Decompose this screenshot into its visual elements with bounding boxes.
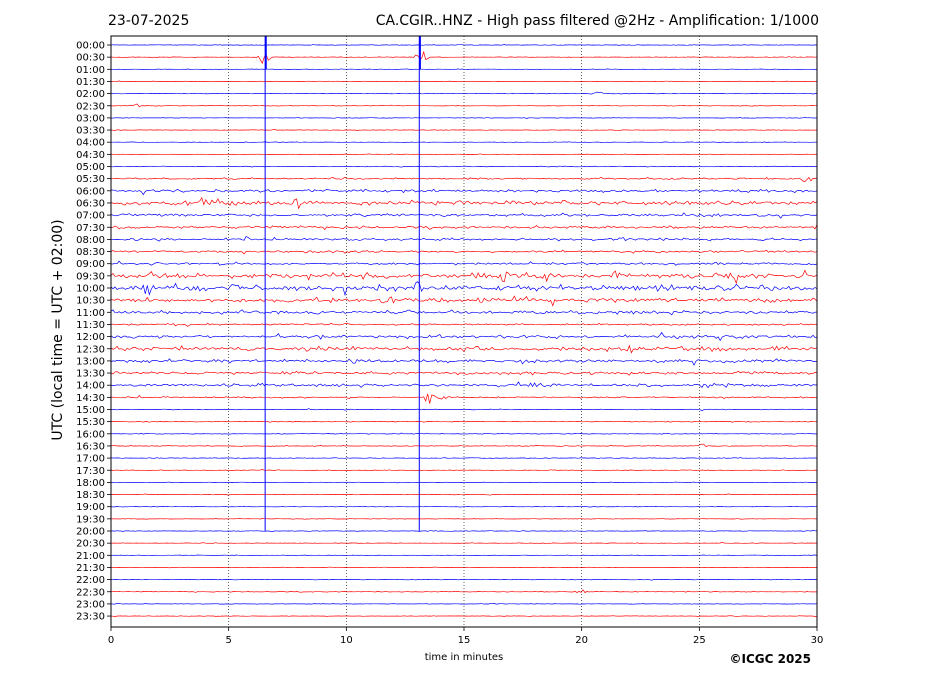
y-tick-label: 22:30 [76, 587, 105, 598]
y-tick-label: 04:00 [76, 138, 105, 149]
y-tick-label: 20:30 [76, 539, 105, 550]
chart-title: CA.CGIR..HNZ - High pass filtered @2Hz -… [376, 13, 819, 29]
trace-row-1700 [111, 457, 817, 459]
chart-date: 23-07-2025 [108, 13, 189, 29]
trace-row-0600 [111, 188, 817, 196]
trace-row-1830 [111, 493, 817, 496]
y-tick-label: 09:00 [76, 259, 105, 270]
trace-row-2330 [111, 615, 817, 618]
trace-row-1900 [111, 505, 817, 508]
y-tick-label: 09:30 [76, 271, 105, 282]
y-tick-label: 14:30 [76, 393, 105, 404]
y-tick-label: 01:00 [76, 65, 105, 76]
y-tick-label: 17:30 [76, 466, 105, 477]
trace-row-0930 [111, 269, 817, 285]
y-tick-label: 15:00 [76, 405, 105, 416]
y-tick-label: 19:30 [76, 514, 105, 525]
y-tick-label: 00:30 [76, 53, 105, 64]
y-tick-label: 07:30 [76, 223, 105, 234]
y-tick-label: 05:00 [76, 162, 105, 173]
trace-row-1500 [111, 408, 817, 412]
y-tick-label: 18:30 [76, 490, 105, 501]
plot-frame [110, 35, 818, 628]
trace-row-1300 [111, 358, 817, 366]
y-tick-label: 16:30 [76, 441, 105, 452]
y-tick-label: 06:30 [76, 198, 105, 209]
y-tick-label: 00:00 [76, 41, 105, 52]
trace-row-1400 [111, 381, 817, 389]
y-tick-label: 15:30 [76, 417, 105, 428]
trace-row-1530 [111, 420, 817, 423]
y-tick-label: 11:30 [76, 320, 105, 331]
y-tick-label: 16:00 [76, 429, 105, 440]
y-tick-label: 21:00 [76, 551, 105, 562]
y-tick-label: 06:00 [76, 186, 105, 197]
y-tick-label: 20:00 [76, 527, 105, 538]
y-tick-label: 17:00 [76, 454, 105, 465]
y-tick-label: 22:00 [76, 575, 105, 586]
y-tick-label: 12:30 [76, 344, 105, 355]
x-tick-label: 0 [108, 635, 114, 646]
trace-row-1600 [111, 432, 817, 435]
copyright-label: ©ICGC 2025 [729, 652, 811, 666]
y-tick-label: 13:30 [76, 369, 105, 380]
y-tick-label: 03:30 [76, 126, 105, 137]
x-tick-label: 25 [693, 635, 706, 646]
y-tick-label: 08:30 [76, 247, 105, 258]
y-tick-label: 12:00 [76, 332, 105, 343]
y-tick-label: 08:00 [76, 235, 105, 246]
y-tick-label: 21:30 [76, 563, 105, 574]
trace-row-1430 [111, 393, 817, 404]
x-tick-label: 5 [225, 635, 231, 646]
trace-row-0630 [111, 196, 817, 210]
x-tick-label: 30 [811, 635, 824, 646]
trace-row-1800 [111, 481, 817, 484]
trace-row-0430 [111, 153, 817, 156]
y-tick-label: 10:30 [76, 296, 105, 307]
y-tick-label: 23:30 [76, 612, 105, 623]
trace-row-0700 [111, 212, 817, 219]
y-tick-label: 11:00 [76, 308, 105, 319]
trace-row-0400 [111, 141, 817, 144]
y-tick-label: 03:00 [76, 113, 105, 124]
trace-row-0900 [111, 260, 817, 266]
y-tick-label: 02:00 [76, 89, 105, 100]
y-tick-label: 10:00 [76, 284, 105, 295]
y-tick-label: 05:30 [76, 174, 105, 185]
trace-row-1330 [111, 370, 817, 376]
y-tick-label: 18:00 [76, 478, 105, 489]
x-tick-label: 10 [340, 635, 353, 646]
y-tick-label: 04:30 [76, 150, 105, 161]
trace-row-1930 [111, 517, 817, 520]
x-tick-label: 20 [575, 635, 588, 646]
trace-row-1630 [111, 443, 817, 448]
y-tick-label: 23:00 [76, 599, 105, 610]
y-tick-label: 07:00 [76, 211, 105, 222]
y-tick-label: 02:30 [76, 101, 105, 112]
x-axis-label: time in minutes [425, 652, 504, 663]
x-tick-label: 15 [458, 635, 471, 646]
trace-row-1730 [111, 469, 817, 472]
y-tick-label: 01:30 [76, 77, 105, 88]
trace-row-0800 [111, 236, 817, 242]
y-tick-label: 14:00 [76, 381, 105, 392]
y-tick-label: 13:00 [76, 356, 105, 367]
y-axis-label: UTC (local time = UTC + 02:00) [50, 219, 66, 440]
y-tick-label: 19:00 [76, 502, 105, 513]
trace-row-0500 [111, 165, 817, 168]
